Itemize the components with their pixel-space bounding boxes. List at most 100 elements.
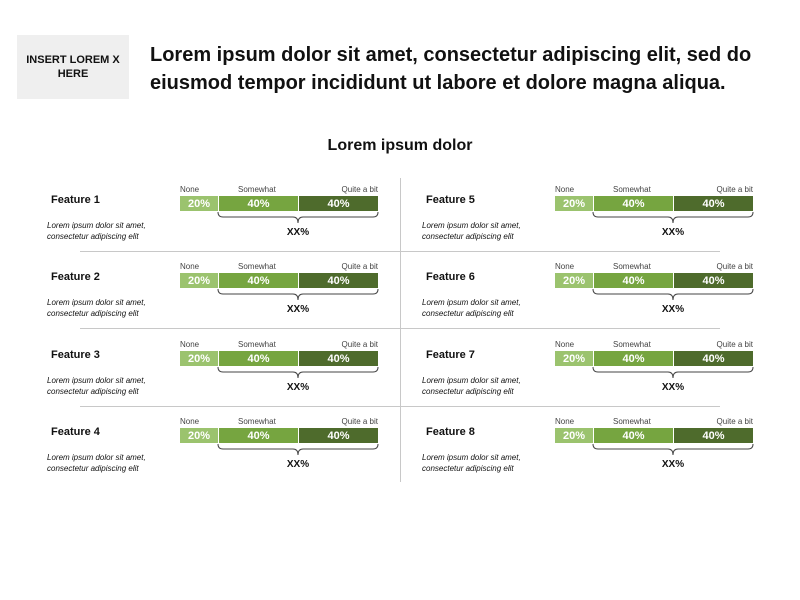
quite-a-bit-label: Quite a bit (716, 185, 753, 194)
quite-a-bit-segment: 40% (674, 196, 753, 211)
feature-name: Feature 1 (51, 194, 100, 206)
somewhat-segment: 40% (594, 273, 674, 288)
feature-panel: Feature 2 Lorem ipsum dolor sit amet, con… (47, 259, 387, 329)
feature-description: Lorem ipsum dolor sit amet, consectetur … (47, 298, 146, 318)
summary-value: XX% (661, 459, 685, 470)
curly-brace-icon (217, 288, 379, 301)
curly-brace-icon (592, 366, 754, 379)
feature-panel: Feature 8 Lorem ipsum dolor sit amet, con… (422, 414, 762, 484)
segment-legend: None Somewhat Quite a bit (555, 262, 753, 272)
stacked-bar: 20% 40% 40% (180, 428, 378, 443)
somewhat-segment: 40% (219, 351, 299, 366)
stacked-bar: 20% 40% 40% (555, 273, 753, 288)
summary-value: XX% (286, 304, 310, 315)
segment-legend: None Somewhat Quite a bit (180, 340, 378, 350)
none-segment: 20% (555, 351, 594, 366)
feature-description: Lorem ipsum dolor sit amet, consectetur … (422, 376, 521, 396)
curly-brace-icon (592, 443, 754, 456)
feature-name: Feature 6 (426, 271, 475, 283)
quite-a-bit-segment: 40% (674, 351, 753, 366)
somewhat-segment: 40% (219, 196, 299, 211)
feature-description: Lorem ipsum dolor sit amet, consectetur … (47, 221, 146, 241)
quite-a-bit-segment: 40% (674, 428, 753, 443)
logo-placeholder: INSERT LOREM X HERE (17, 35, 129, 99)
quite-a-bit-label: Quite a bit (341, 185, 378, 194)
row-divider (80, 251, 720, 252)
quite-a-bit-label: Quite a bit (341, 262, 378, 271)
row-divider (80, 406, 720, 407)
none-label: None (555, 262, 575, 271)
feature-panel: Feature 5 Lorem ipsum dolor sit amet, con… (422, 182, 762, 252)
quite-a-bit-segment: 40% (299, 428, 378, 443)
none-segment: 20% (180, 273, 219, 288)
none-segment: 20% (555, 428, 594, 443)
none-label: None (180, 340, 200, 349)
somewhat-label: Somewhat (238, 340, 276, 349)
summary-value: XX% (661, 382, 685, 393)
feature-description: Lorem ipsum dolor sit amet, consectetur … (47, 453, 146, 473)
segment-legend: None Somewhat Quite a bit (555, 340, 753, 350)
row-divider (80, 328, 720, 329)
feature-panel: Feature 7 Lorem ipsum dolor sit amet, con… (422, 337, 762, 407)
none-label: None (555, 185, 575, 194)
stacked-bar: 20% 40% 40% (555, 351, 753, 366)
quite-a-bit-segment: 40% (674, 273, 753, 288)
feature-panel: Feature 6 Lorem ipsum dolor sit amet, con… (422, 259, 762, 329)
somewhat-segment: 40% (594, 196, 674, 211)
quite-a-bit-label: Quite a bit (716, 340, 753, 349)
summary-value: XX% (661, 304, 685, 315)
page-headline: Lorem ipsum dolor sit amet, consectetur … (150, 44, 752, 94)
feature-name: Feature 8 (426, 426, 475, 438)
feature-panel: Feature 4 Lorem ipsum dolor sit amet, con… (47, 414, 387, 484)
segment-legend: None Somewhat Quite a bit (555, 417, 753, 427)
segment-legend: None Somewhat Quite a bit (180, 185, 378, 195)
somewhat-label: Somewhat (613, 262, 651, 271)
quite-a-bit-label: Quite a bit (716, 262, 753, 271)
feature-name: Feature 2 (51, 271, 100, 283)
somewhat-label: Somewhat (613, 340, 651, 349)
quite-a-bit-segment: 40% (299, 273, 378, 288)
stacked-bar: 20% 40% 40% (180, 351, 378, 366)
none-segment: 20% (180, 196, 219, 211)
quite-a-bit-segment: 40% (299, 196, 378, 211)
stacked-bar: 20% 40% 40% (555, 428, 753, 443)
feature-panel: Feature 1 Lorem ipsum dolor sit amet, con… (47, 182, 387, 252)
feature-description: Lorem ipsum dolor sit amet, consectetur … (47, 376, 146, 396)
feature-description: Lorem ipsum dolor sit amet, consectetur … (422, 453, 521, 473)
segment-legend: None Somewhat Quite a bit (180, 417, 378, 427)
none-segment: 20% (555, 196, 594, 211)
none-label: None (180, 185, 200, 194)
stacked-bar: 20% 40% 40% (555, 196, 753, 211)
none-segment: 20% (180, 351, 219, 366)
chart-subtitle: Lorem ipsum dolor (327, 137, 473, 154)
somewhat-segment: 40% (219, 273, 299, 288)
somewhat-segment: 40% (594, 351, 674, 366)
feature-name: Feature 5 (426, 194, 475, 206)
quite-a-bit-label: Quite a bit (716, 417, 753, 426)
somewhat-label: Somewhat (613, 185, 651, 194)
quite-a-bit-label: Quite a bit (341, 340, 378, 349)
feature-description: Lorem ipsum dolor sit amet, consectetur … (422, 298, 521, 318)
feature-description: Lorem ipsum dolor sit amet, consectetur … (422, 221, 521, 241)
curly-brace-icon (217, 211, 379, 224)
feature-name: Feature 4 (51, 426, 100, 438)
none-segment: 20% (180, 428, 219, 443)
somewhat-label: Somewhat (238, 417, 276, 426)
somewhat-segment: 40% (219, 428, 299, 443)
none-segment: 20% (555, 273, 594, 288)
curly-brace-icon (592, 211, 754, 224)
summary-value: XX% (286, 459, 310, 470)
somewhat-label: Somewhat (613, 417, 651, 426)
summary-value: XX% (661, 227, 685, 238)
quite-a-bit-label: Quite a bit (341, 417, 378, 426)
somewhat-segment: 40% (594, 428, 674, 443)
center-divider (400, 178, 401, 482)
somewhat-label: Somewhat (238, 262, 276, 271)
none-label: None (555, 417, 575, 426)
feature-name: Feature 7 (426, 349, 475, 361)
stacked-bar: 20% 40% 40% (180, 273, 378, 288)
logo-text: INSERT LOREM X HERE (26, 54, 120, 80)
curly-brace-icon (592, 288, 754, 301)
quite-a-bit-segment: 40% (299, 351, 378, 366)
feature-panel: Feature 3 Lorem ipsum dolor sit amet, con… (47, 337, 387, 407)
